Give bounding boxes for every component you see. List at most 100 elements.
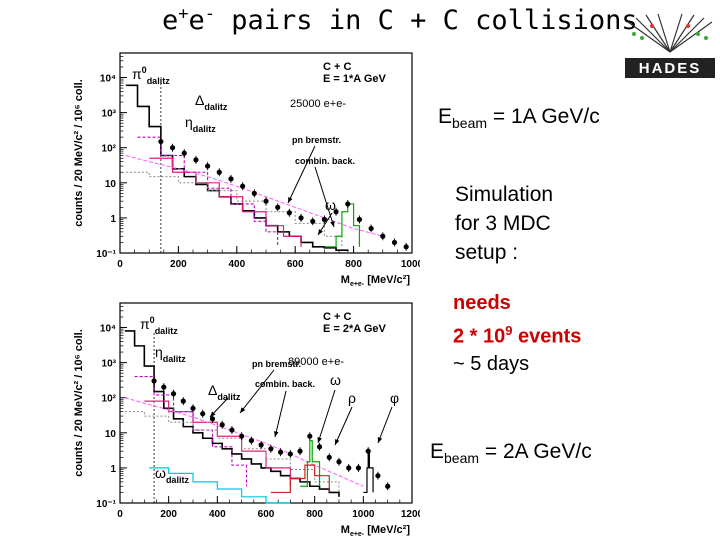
x-tick-label: 400 bbox=[228, 259, 245, 270]
series-rho bbox=[270, 464, 330, 494]
data-point bbox=[190, 405, 196, 411]
annotation-arrowhead bbox=[274, 431, 279, 437]
annotation-arrowhead bbox=[288, 197, 293, 203]
data-point bbox=[209, 416, 216, 422]
annotation-arrow bbox=[317, 389, 336, 444]
data-point bbox=[229, 427, 235, 433]
data-point bbox=[268, 446, 274, 452]
hades-logo-text: HADES bbox=[639, 60, 702, 77]
needs-line-3: ~ 5 days bbox=[453, 352, 530, 375]
data-point bbox=[228, 176, 234, 182]
series-omega bbox=[300, 439, 321, 487]
data-point bbox=[345, 201, 351, 207]
y-axis-label: counts / 20 MeV/c² / 10⁶ coll. bbox=[73, 79, 85, 227]
y-tick-label: 1 bbox=[110, 214, 116, 225]
annotation-arrow bbox=[274, 390, 287, 438]
data-point bbox=[286, 210, 292, 216]
label-omega-dalitz: ωdalitz bbox=[155, 465, 189, 485]
data-point bbox=[158, 138, 164, 145]
info-line: C + C bbox=[323, 311, 351, 323]
label-delta-dalitz: Δdalitz bbox=[208, 382, 241, 402]
data-point bbox=[298, 215, 304, 221]
label-phi: φ bbox=[390, 390, 399, 406]
chart-top: 10⁻¹ 1 10 10² 10³ 10⁴ 0 200 400 600 800 1000 C + CE … bbox=[73, 52, 420, 288]
slide-title: e+e- pairs in C + C collisions bbox=[162, 4, 638, 36]
data-point bbox=[205, 163, 211, 169]
data-point bbox=[336, 459, 342, 465]
simulation-line-1: Simulation bbox=[455, 183, 554, 206]
y-tick-label: 1 bbox=[110, 464, 116, 475]
data-point bbox=[275, 204, 281, 210]
label-eta-dalitz: ηdalitz bbox=[185, 114, 216, 134]
data-point bbox=[307, 433, 313, 439]
label-omega: ω bbox=[330, 372, 341, 388]
data-point bbox=[287, 451, 293, 457]
info-line: E = 1*A GeV bbox=[323, 73, 387, 85]
y-tick-label: 10² bbox=[102, 144, 117, 155]
chart-bottom: 10⁻¹ 1 10 10² 10³ 10⁴ 0 200 400 600 800 1000 1200 C +… bbox=[73, 302, 420, 538]
x-tick-label: 600 bbox=[287, 259, 304, 270]
simulation-line-3: setup : bbox=[455, 241, 519, 264]
annotation-arrowhead bbox=[318, 229, 323, 235]
stat-label: 25000 e+e- bbox=[290, 98, 346, 110]
y-tick-label: 10³ bbox=[102, 109, 117, 120]
label-delta-dalitz: Δdalitz bbox=[195, 92, 228, 112]
label-eta-dalitz: ηdalitz bbox=[155, 344, 186, 364]
y-tick-label: 10² bbox=[102, 394, 117, 405]
x-tick-label: 0 bbox=[117, 509, 123, 520]
info-line: C + C bbox=[323, 61, 351, 73]
data-point bbox=[316, 444, 323, 450]
series-combin-back bbox=[125, 171, 343, 247]
series-delta-dalitz bbox=[149, 157, 302, 247]
data-point bbox=[368, 225, 374, 232]
data-point bbox=[333, 209, 339, 215]
data-point bbox=[346, 465, 352, 471]
data-point bbox=[216, 169, 222, 175]
label-combin-back: combin. back. bbox=[295, 156, 355, 166]
x-tick-label: 0 bbox=[117, 259, 123, 270]
hades-logo: HADES bbox=[625, 13, 715, 78]
x-tick-label: 800 bbox=[306, 509, 323, 520]
annotation-arrowhead bbox=[240, 407, 246, 413]
y-axis-label: counts / 20 MeV/c² / 10⁶ coll. bbox=[73, 329, 85, 477]
simulation-line-2: for 3 MDC bbox=[455, 212, 551, 235]
data-point bbox=[151, 378, 157, 384]
y-tick-label: 10⁴ bbox=[100, 324, 116, 335]
data-point bbox=[365, 448, 371, 454]
annotation-arrowhead bbox=[210, 411, 216, 417]
y-tick-label: 10³ bbox=[102, 359, 117, 370]
data-point bbox=[180, 398, 186, 404]
series-omega-dalitz bbox=[149, 467, 291, 504]
y-tick-label: 10⁻¹ bbox=[96, 499, 116, 510]
x-tick-label: 1000 bbox=[401, 259, 420, 270]
needs-note: needs 2 * 109 events ~ 5 days bbox=[453, 290, 581, 378]
data-point bbox=[355, 465, 362, 471]
label-rho: ρ bbox=[348, 390, 356, 406]
x-tick-label: 1000 bbox=[352, 509, 375, 520]
info-line: E = 2*A GeV bbox=[323, 323, 387, 335]
series-omega bbox=[324, 203, 361, 248]
label-pi0-dalitz: π0dalitz bbox=[140, 315, 178, 336]
x-tick-label: 600 bbox=[258, 509, 275, 520]
annotation-arrowhead bbox=[330, 221, 335, 227]
data-point bbox=[391, 239, 398, 246]
data-point bbox=[251, 190, 257, 196]
series-pi0-dalitz bbox=[124, 330, 340, 497]
data-point bbox=[248, 437, 254, 444]
y-tick-label: 10⁴ bbox=[100, 74, 116, 85]
data-point bbox=[310, 218, 316, 224]
data-point bbox=[181, 150, 187, 156]
simulation-note: Simulation for 3 MDC setup : bbox=[455, 180, 553, 267]
annotation-arrow bbox=[377, 406, 393, 444]
ebeam-2a: Ebeam = 2A GeV/c bbox=[430, 440, 592, 467]
y-tick-label: 10 bbox=[105, 179, 117, 190]
y-tick-label: 10 bbox=[105, 429, 117, 440]
data-point bbox=[161, 384, 167, 390]
series-combin-back bbox=[124, 411, 340, 493]
needs-line-2: 2 * 109 events bbox=[453, 323, 582, 348]
data-point bbox=[380, 233, 386, 239]
data-point bbox=[258, 442, 264, 448]
stat-label: 89000 e+e- bbox=[288, 356, 344, 368]
x-tick-label: 200 bbox=[170, 259, 187, 270]
data-point bbox=[403, 244, 409, 250]
